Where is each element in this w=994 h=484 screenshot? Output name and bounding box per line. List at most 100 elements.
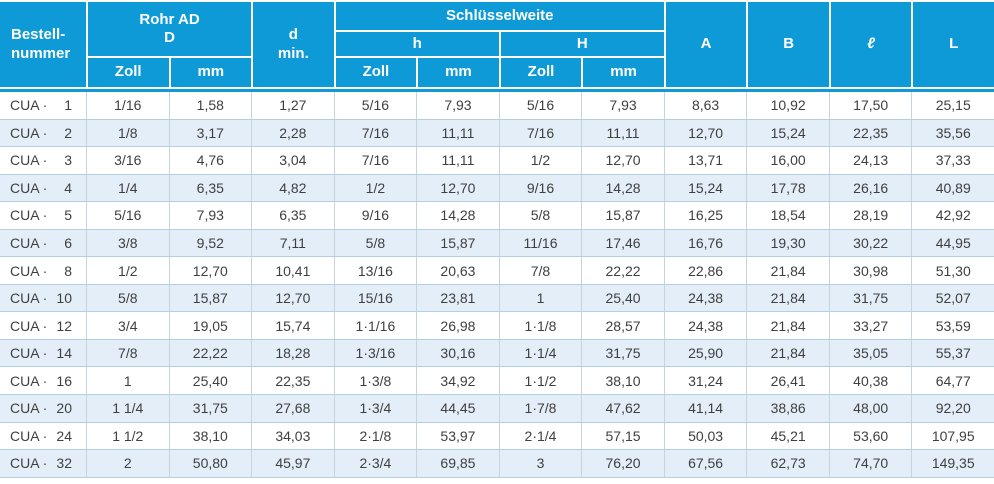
cell-B: 10,92	[746, 92, 829, 119]
cell-L: 25,15	[911, 92, 994, 119]
cell-rohr-zoll: 7/8	[86, 339, 169, 367]
order-number: 20	[56, 400, 72, 417]
cell-B: 17,78	[746, 174, 829, 202]
cell-h-zoll: 1·3/4	[333, 395, 417, 422]
cell-l-script: 35,05	[828, 339, 912, 367]
cell-rohr-mm: 50,80	[168, 450, 252, 477]
order-number: 2	[64, 124, 72, 141]
order-prefix: CUA ·	[10, 372, 48, 389]
header-d-min-line1: d	[288, 26, 298, 44]
header-d-min: d min.	[253, 2, 334, 87]
order-prefix: CUA ·	[10, 317, 48, 334]
cell-bestellnummer: CUA · 8	[0, 257, 86, 284]
order-prefix: CUA ·	[10, 207, 48, 224]
cell-rohr-mm: 25,40	[168, 367, 252, 395]
cell-A: 50,03	[663, 422, 747, 450]
cell-H-mm: 14,28	[581, 174, 664, 202]
cell-rohr-zoll: 3/16	[86, 147, 169, 174]
order-prefix: CUA ·	[10, 152, 48, 169]
cell-H-zoll: 11/16	[498, 229, 582, 257]
cell-d-min: 3,04	[251, 147, 334, 174]
cell-d-min: 4,82	[251, 174, 334, 202]
cell-d-min: 15,74	[251, 312, 334, 339]
order-number: 8	[64, 262, 72, 279]
cell-rohr-zoll: 1/8	[86, 119, 169, 147]
cell-l-script: 74,70	[828, 450, 912, 477]
cell-h-zoll: 7/16	[333, 147, 417, 174]
header-h-upper-mm: mm	[583, 58, 664, 87]
header-h-upper-zoll: Zoll	[500, 58, 582, 87]
cell-l-script: 33,27	[828, 312, 912, 339]
cell-h-mm: 20,63	[416, 257, 499, 284]
cell-H-zoll: 7/16	[498, 119, 582, 147]
cell-rohr-zoll: 2	[86, 450, 169, 477]
cell-rohr-zoll: 1 1/4	[86, 395, 169, 422]
cell-rohr-zoll: 1 1/2	[86, 422, 169, 450]
header-schluesselweite: Schlüsselweite	[335, 2, 664, 30]
cell-H-zoll: 5/16	[498, 92, 582, 119]
cell-bestellnummer: CUA · 10	[0, 285, 86, 312]
cell-H-mm: 47,62	[581, 395, 664, 422]
order-number: 6	[64, 235, 72, 251]
cell-H-mm: 12,70	[581, 147, 664, 174]
cell-L: 40,89	[911, 174, 994, 202]
cell-l-script: 26,16	[828, 174, 912, 202]
cell-bestellnummer: CUA · 4	[0, 175, 86, 202]
cell-h-mm: 30,16	[416, 339, 499, 367]
cell-H-zoll: 5/8	[498, 202, 582, 229]
cell-H-zoll: 2·1/4	[498, 422, 582, 450]
cell-l-script: 48,00	[828, 395, 912, 422]
cell-A: 12,70	[663, 119, 747, 147]
cell-H-mm: 38,10	[581, 367, 664, 395]
cell-l-script: 17,50	[828, 92, 912, 119]
header-col-l: L	[913, 2, 994, 87]
cell-B: 38,86	[746, 395, 829, 422]
header-rohr-line2: D	[164, 29, 175, 46]
cell-h-mm: 53,97	[416, 422, 499, 450]
cell-B: 16,00	[746, 147, 829, 174]
cell-rohr-zoll: 1/16	[86, 92, 169, 119]
cell-B: 45,21	[746, 422, 829, 450]
cell-h-zoll: 13/16	[333, 257, 417, 284]
table-row: CUA · 3 3/16 4,76 3,04 7/16 11,11 1/2 12,70 13,…	[0, 147, 994, 175]
cell-A: 16,76	[663, 229, 747, 257]
cell-H-zoll: 1·1/8	[498, 312, 582, 339]
cell-L: 44,95	[911, 229, 994, 257]
cell-A: 8,63	[663, 92, 747, 119]
cell-l-script: 22,35	[828, 119, 912, 147]
table-body: CUA · 1 1/16 1,58 1,27 5/16 7,93 5/16 7,93 8,63…	[0, 92, 994, 478]
cell-h-zoll: 2·3/4	[333, 450, 417, 477]
cell-H-mm: 57,15	[581, 422, 664, 450]
cell-d-min: 10,41	[251, 257, 334, 284]
order-number: 10	[56, 290, 72, 307]
header-col-a: A	[665, 2, 747, 87]
cell-h-zoll: 9/16	[333, 202, 417, 229]
order-number: 4	[64, 179, 72, 196]
header-h-lower-mm: mm	[418, 58, 499, 87]
cell-d-min: 1,27	[251, 92, 334, 119]
cell-B: 15,24	[746, 119, 829, 147]
cell-A: 41,14	[663, 395, 747, 422]
cell-h-mm: 15,87	[416, 229, 499, 257]
header-bestellnummer-line2: nummer	[11, 44, 71, 62]
order-number: 24	[56, 427, 72, 444]
cell-L: 64,77	[911, 367, 994, 395]
cell-A: 31,24	[663, 367, 747, 395]
cell-h-mm: 7,93	[416, 92, 499, 119]
cell-d-min: 22,35	[251, 367, 334, 395]
cell-rohr-mm: 38,10	[168, 422, 252, 450]
cell-h-mm: 23,81	[416, 284, 499, 312]
cell-B: 62,73	[746, 450, 829, 477]
cell-L: 52,07	[911, 284, 994, 312]
cell-bestellnummer: CUA · 3	[0, 147, 86, 174]
cell-L: 92,20	[911, 395, 994, 422]
cell-d-min: 45,97	[251, 450, 334, 477]
cell-H-mm: 28,57	[581, 312, 664, 339]
cell-bestellnummer: CUA · 16	[0, 367, 86, 394]
cell-H-zoll: 3	[498, 450, 582, 477]
cell-A: 24,38	[663, 312, 747, 339]
cell-rohr-mm: 12,70	[168, 257, 252, 284]
cell-B: 21,84	[746, 257, 829, 284]
cell-h-zoll: 2·1/8	[333, 422, 417, 450]
